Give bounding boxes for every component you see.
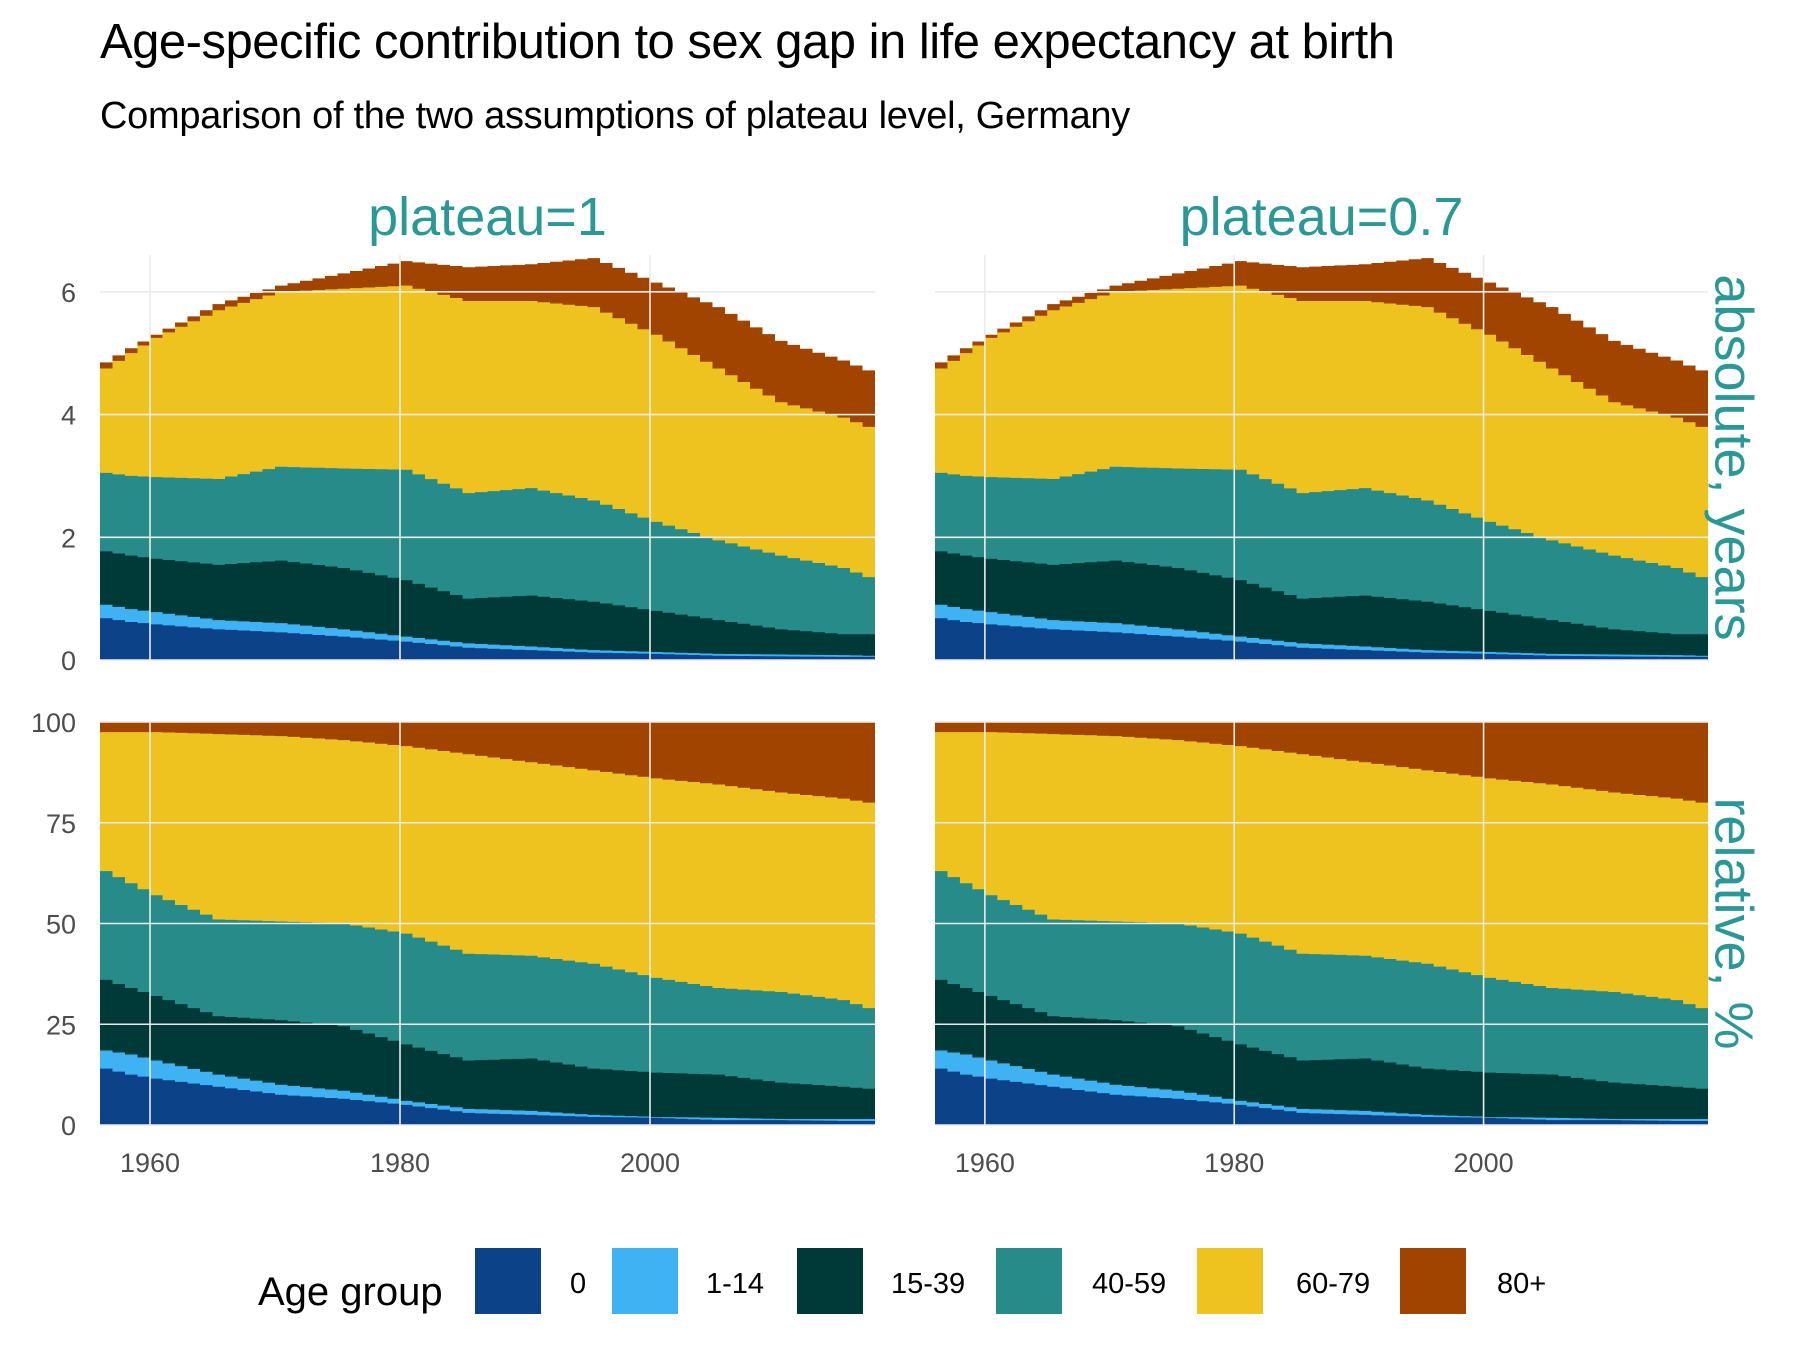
legend-swatch-60-79 [1197,1248,1263,1314]
area-series-0 [100,1068,875,1125]
chart-title: Age-specific contribution to sex gap in … [100,15,1395,69]
x-tick-label: 1980 [370,1148,430,1178]
legend-swatch-0 [475,1248,541,1314]
y-tick-label: 4 [61,401,76,431]
x-tick-label: 1960 [120,1148,180,1178]
legend: Age group 0 1-14 15-39 40-59 60-79 80+ [0,1248,1800,1338]
legend-swatch-1-14 [612,1248,678,1314]
legend-label-1-14: 1-14 [706,1268,765,1300]
y-tick-label: 0 [61,1111,76,1141]
panel-plateau-1-absolute-years [100,255,875,661]
chart-subtitle: Comparison of the two assumptions of pla… [100,95,1130,137]
area-series-0 [935,618,1708,660]
y-tick-label: 50 [46,910,76,940]
legend-label-60-79: 60-79 [1296,1268,1371,1300]
legend-swatch-40-59 [996,1248,1062,1314]
y-tick-label: 25 [46,1010,76,1040]
area-series-0 [935,1068,1708,1125]
x-tick-label: 2000 [620,1148,680,1178]
legend-label-15-39: 15-39 [891,1268,966,1300]
legend-title: Age group [258,1270,443,1314]
y-tick-label: 0 [61,646,76,676]
faceted-area-chart: 0 2 4 6 0 25 50 75 100 1960 1980 2000 1960 1980 2000 pl… [31,187,1764,1178]
facet-label-relative: relative, % [1704,797,1764,1049]
x-tick-label: 1960 [955,1148,1015,1178]
area-series-0 [100,618,875,660]
y-tick-label: 6 [61,278,76,308]
panel-plateau-0.7-absolute-years [935,255,1708,661]
legend-swatch-80 [1400,1248,1466,1314]
y-tick-label: 2 [61,523,76,553]
x-tick-label: 1980 [1204,1148,1264,1178]
legend-label-80: 80+ [1497,1268,1547,1300]
panel-plateau-1-relative [100,721,875,1126]
legend-label-40-59: 40-59 [1092,1268,1167,1300]
y-tick-label: 100 [31,708,76,738]
facet-label-plateau-0.7: plateau=0.7 [1180,187,1464,247]
y-tick-label: 75 [46,809,76,839]
x-tick-label: 2000 [1454,1148,1514,1178]
panel-plateau-0.7-relative [935,721,1708,1126]
facet-label-absolute-years: absolute, years [1704,274,1764,640]
legend-swatch-15-39 [797,1248,863,1314]
legend-label-0: 0 [570,1268,587,1300]
facet-label-plateau-1: plateau=1 [368,187,607,247]
